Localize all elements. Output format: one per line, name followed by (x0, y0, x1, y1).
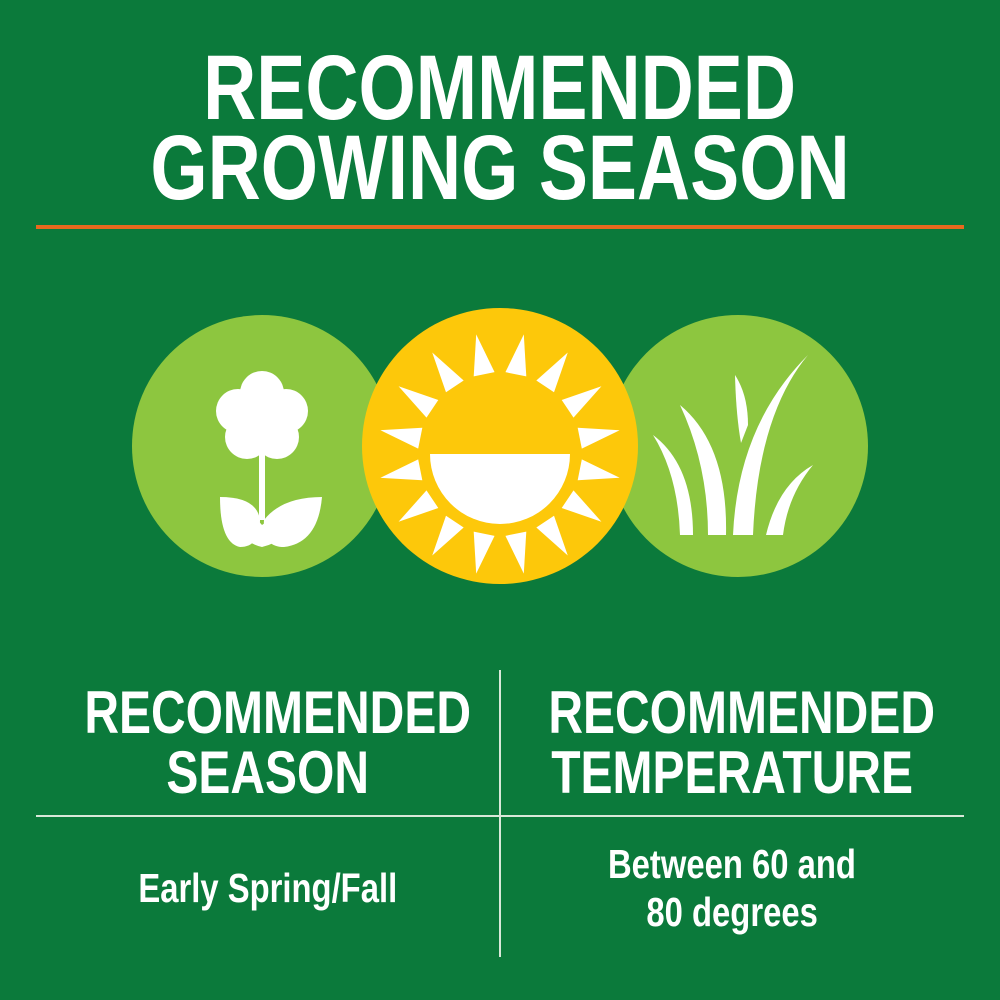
sun-ray (536, 352, 568, 393)
sun-icon (380, 334, 620, 574)
season-value: Early Spring/Fall (36, 864, 500, 912)
sun-ray (380, 427, 423, 449)
temperature-value: Between 60 and 80 degrees (500, 840, 964, 936)
sun-ray (536, 515, 568, 556)
sun-ray (577, 459, 620, 481)
row-divider (36, 815, 964, 817)
column-divider (499, 670, 501, 957)
page-title: RECOMMENDED GROWING SEASON (0, 37, 1000, 219)
sun-ray (577, 427, 620, 449)
season-header-line-1: RECOMMENDED (84, 679, 472, 746)
sun-ray (380, 459, 423, 481)
sun-ray (561, 386, 602, 418)
season-header: RECOMMENDED SEASON (36, 683, 500, 803)
sun-ray (473, 334, 495, 377)
sun-ray (505, 334, 527, 377)
sun-ray (561, 490, 602, 522)
title-line-1: RECOMMENDED (203, 37, 797, 139)
season-value-text: Early Spring/Fall (138, 865, 398, 911)
sun-ray (432, 352, 464, 393)
sun-ray (432, 515, 464, 556)
grass-icon (653, 355, 813, 535)
title-line-2: GROWING SEASON (150, 117, 850, 219)
temperature-value-line-2: 80 degrees (646, 889, 818, 935)
season-header-line-2: SEASON (166, 739, 370, 806)
temperature-header-line-2: TEMPERATURE (551, 739, 913, 806)
temperature-header-line-1: RECOMMENDED (548, 679, 936, 746)
sun-ray (473, 531, 495, 574)
sun-ray (398, 386, 439, 418)
flower-icon (216, 371, 322, 547)
sun-ray (398, 490, 439, 522)
temperature-value-line-1: Between 60 and (608, 841, 856, 887)
temperature-header: RECOMMENDED TEMPERATURE (500, 683, 964, 803)
title-divider (36, 225, 964, 229)
sun-ray (505, 531, 527, 574)
